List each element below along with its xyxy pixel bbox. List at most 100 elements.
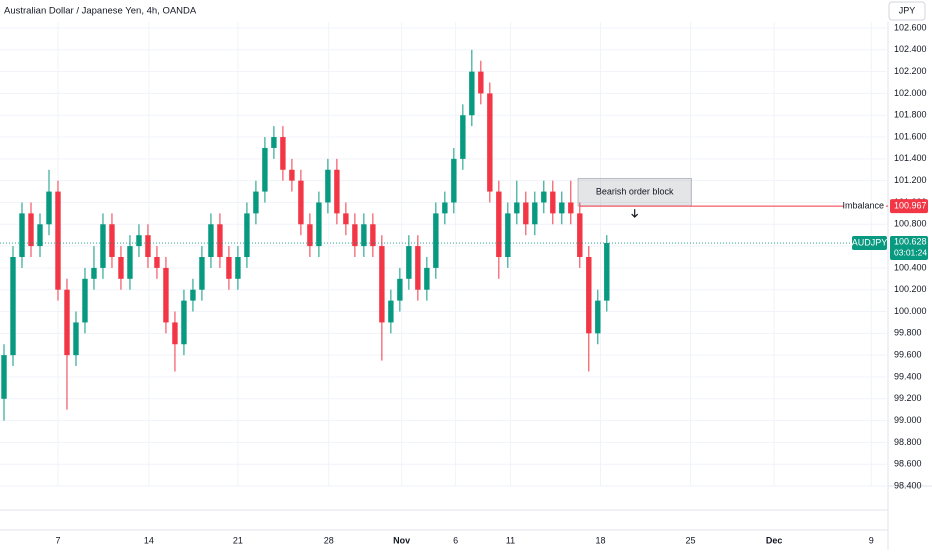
candle-body bbox=[424, 267, 430, 290]
y-tick-label: 98.800 bbox=[894, 437, 922, 447]
x-tick-label: Nov bbox=[393, 535, 410, 545]
countdown: 03:01:24 bbox=[894, 247, 927, 257]
imbalance-value: 100.967 bbox=[894, 200, 927, 210]
candle-body bbox=[361, 224, 367, 247]
y-tick-label: 100.800 bbox=[894, 219, 927, 229]
candle-body bbox=[289, 169, 295, 181]
x-tick-label: 7 bbox=[55, 535, 60, 545]
x-tick-label: 11 bbox=[506, 535, 515, 545]
y-tick-label: 99.200 bbox=[894, 393, 922, 403]
y-tick-label: 99.600 bbox=[894, 350, 922, 360]
candle-body bbox=[217, 224, 223, 257]
candle-body bbox=[181, 300, 187, 345]
candle-body bbox=[1, 355, 7, 399]
candle-body bbox=[604, 243, 610, 301]
candle-body bbox=[109, 224, 115, 257]
candle-body bbox=[523, 202, 529, 225]
y-tick-label: 102.600 bbox=[894, 22, 927, 32]
y-tick-label: 100.000 bbox=[894, 306, 927, 316]
candle-body bbox=[469, 71, 475, 116]
y-tick-label: 101.400 bbox=[894, 153, 927, 163]
y-tick-label: 99.000 bbox=[894, 415, 922, 425]
y-tick-label: 100.400 bbox=[894, 262, 927, 272]
candle-body bbox=[226, 257, 232, 279]
candle-body bbox=[46, 191, 52, 225]
candle-body bbox=[379, 246, 385, 323]
candle-body bbox=[100, 224, 106, 268]
candle-body bbox=[334, 169, 340, 214]
candle-body bbox=[154, 257, 160, 268]
candle-body bbox=[91, 267, 97, 279]
candle-body bbox=[262, 147, 268, 192]
candle-body bbox=[451, 158, 457, 203]
candle-body bbox=[118, 257, 124, 279]
candle-body bbox=[280, 137, 286, 170]
candle-body bbox=[145, 235, 151, 257]
arrow bbox=[631, 209, 639, 218]
candle-body bbox=[199, 257, 205, 290]
symbol-label: AUDJPY bbox=[852, 237, 888, 247]
candle-body bbox=[136, 235, 142, 247]
candle-body bbox=[244, 213, 250, 257]
candle-body bbox=[208, 224, 214, 257]
candle-body bbox=[316, 202, 322, 247]
candle-body bbox=[73, 322, 79, 356]
candle-body bbox=[235, 257, 241, 279]
candle-body bbox=[271, 137, 277, 148]
candle-body bbox=[343, 213, 349, 225]
candle-body bbox=[577, 213, 583, 257]
candle-body bbox=[595, 300, 601, 334]
y-tick-label: 98.400 bbox=[894, 480, 922, 490]
x-tick-label: 21 bbox=[233, 535, 243, 545]
y-tick-label: 102.400 bbox=[894, 44, 927, 54]
candle-body bbox=[64, 289, 70, 356]
candle-body bbox=[550, 191, 556, 214]
candle-body bbox=[19, 213, 25, 257]
candle-body bbox=[190, 289, 196, 301]
candle-body bbox=[406, 246, 412, 279]
candle-body bbox=[325, 169, 331, 203]
candle-body bbox=[496, 191, 502, 257]
candle-body bbox=[532, 202, 538, 225]
imbalance-label: Imbalance bbox=[842, 200, 884, 210]
y-tick-label: 100.200 bbox=[894, 284, 927, 294]
order-block bbox=[577, 178, 692, 207]
candle-body bbox=[298, 180, 304, 225]
candle-body bbox=[388, 300, 394, 323]
candle-body bbox=[514, 202, 520, 214]
imbalance-label-bg bbox=[844, 200, 886, 213]
currency-button[interactable] bbox=[888, 1, 926, 21]
symbol-tag bbox=[852, 236, 887, 251]
currency-label: JPY bbox=[899, 5, 916, 15]
y-tick-label: 101.200 bbox=[894, 175, 927, 185]
x-tick-label: 9 bbox=[869, 535, 874, 545]
y-tick-label: 102.200 bbox=[894, 66, 927, 76]
x-tick-label: 25 bbox=[685, 535, 695, 545]
candle-body bbox=[370, 224, 376, 247]
candle-body bbox=[163, 267, 169, 323]
candle-body bbox=[460, 115, 466, 159]
candle-body bbox=[55, 191, 61, 290]
y-tick-label: 102.000 bbox=[894, 88, 927, 98]
candle-body bbox=[415, 246, 421, 290]
candle-body bbox=[253, 191, 259, 214]
x-tick-label: Dec bbox=[766, 535, 783, 545]
candle-body bbox=[82, 278, 88, 323]
x-tick-label: 14 bbox=[144, 535, 154, 545]
candle-body bbox=[352, 224, 358, 247]
x-tick-label: 6 bbox=[453, 535, 458, 545]
candle-body bbox=[307, 224, 313, 247]
y-tick-label: 99.400 bbox=[894, 371, 922, 381]
candle-body bbox=[478, 71, 484, 94]
candle-body bbox=[172, 322, 178, 345]
candle-body bbox=[397, 278, 403, 301]
candle-body bbox=[28, 213, 34, 247]
candle-body bbox=[10, 257, 16, 356]
candle-body bbox=[505, 213, 511, 257]
y-tick-label: 101.800 bbox=[894, 110, 927, 120]
y-tick-label: 99.800 bbox=[894, 328, 922, 338]
y-tick-label: 98.600 bbox=[894, 459, 922, 469]
